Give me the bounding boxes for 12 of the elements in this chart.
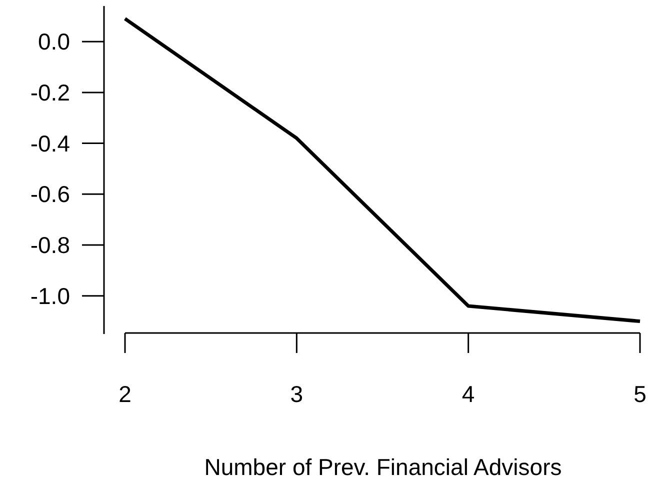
- y-tick-label: -1.0: [30, 282, 70, 309]
- x-tick-label: 4: [462, 381, 475, 407]
- y-tick-label: 0.0: [38, 28, 70, 55]
- y-tick-label: -0.2: [30, 80, 70, 106]
- line-series: [123, 16, 642, 324]
- x-tick-label: 3: [290, 381, 304, 407]
- x-axis-title: Number of Prev. Financial Advisors: [204, 454, 562, 480]
- x-tick-label: 2: [118, 381, 132, 407]
- x-tick-label: 5: [634, 381, 646, 407]
- y-tick-label: -0.8: [30, 232, 70, 258]
- y-tick-label: -0.6: [30, 181, 70, 208]
- y-tick-label: -0.4: [30, 130, 70, 156]
